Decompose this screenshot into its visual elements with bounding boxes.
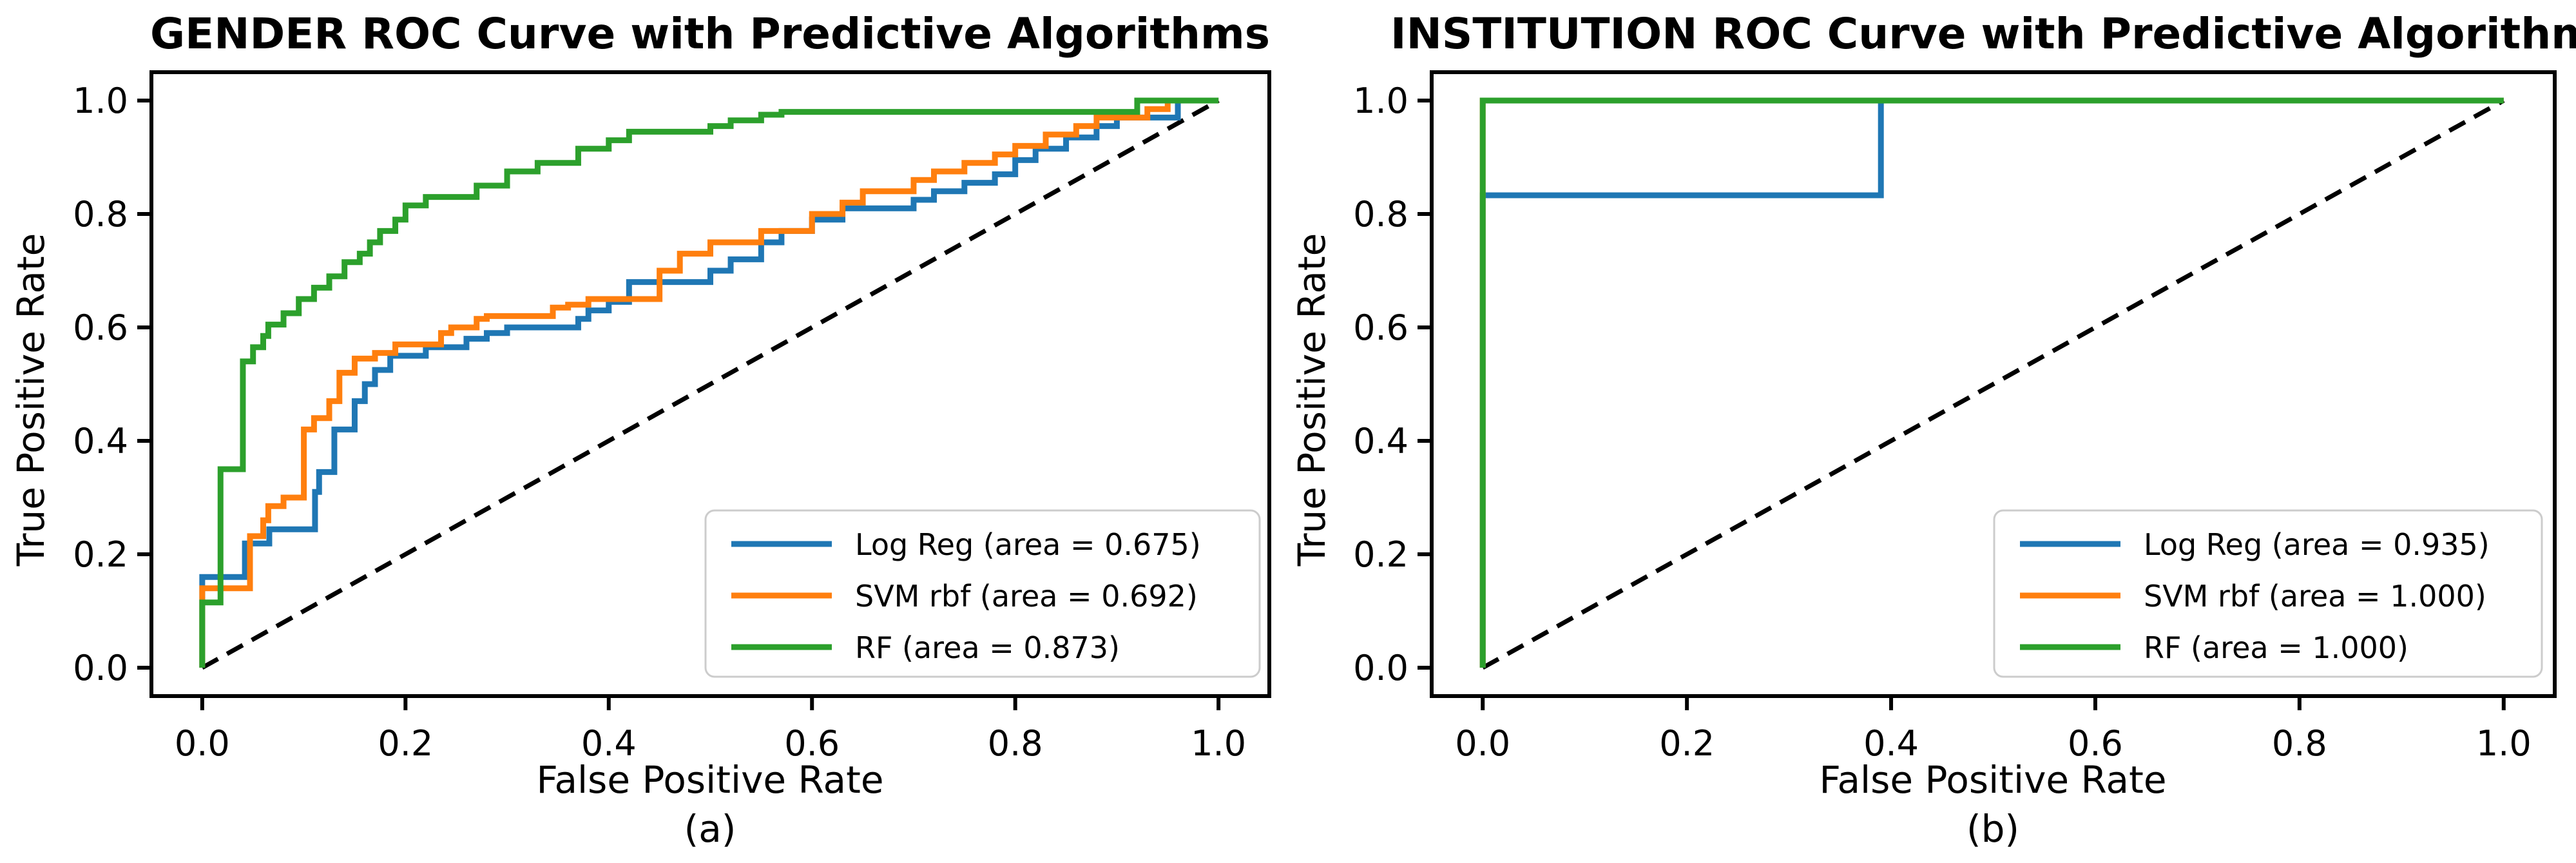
institution-x-axis-label: False Positive Rate [1819,758,2167,802]
institution-y-tick-label: 0.6 [1353,307,1408,348]
institution-y-tick-label: 0.0 [1353,648,1408,688]
gender-x-tick-label: 0.0 [175,723,230,764]
institution-log-reg-legend-label: Log Reg (area = 0.935) [2144,527,2490,562]
gender-svm-rbf-curve [199,97,1219,668]
gender-chart-title: GENDER ROC Curve with Predictive Algorit… [149,9,1271,59]
gender-y-tick-label: 0.6 [73,307,128,348]
institution-rf-legend-label: RF (area = 1.000) [2144,630,2408,665]
institution-x-tick-label: 1.0 [2476,723,2532,764]
institution-y-tick-label: 1.0 [1353,81,1408,121]
institution-x-tick-label: 0.8 [2272,723,2327,764]
institution-axes-spines [1430,70,2557,698]
subplot-caption-a: (a) [684,807,736,851]
institution-rf-curve [1479,97,2504,668]
gender-y-tick-label: 1.0 [73,81,128,121]
gender-rf-curve [199,97,1219,668]
institution-y-tick-label: 0.2 [1353,534,1408,575]
institution-x-tick-label: 0.4 [1863,723,1919,764]
institution-legend-box [1993,509,2543,678]
gender-y-tick-label: 0.8 [73,194,128,235]
gender-rf-legend-label: RF (area = 0.873) [855,630,1120,665]
gender-x-axis-label: False Positive Rate [536,758,884,802]
gender-x-tick-label: 0.2 [378,723,433,764]
gender-axes-spines [149,70,1271,698]
gender-x-tick-label: 0.8 [988,723,1043,764]
institution-y-axis-label: True Positive Rate [1290,233,1334,567]
institution-chart-title: INSTITUTION ROC Curve with Predictive Al… [1390,9,2576,59]
subplot-caption-b: (b) [1966,807,2020,851]
institution-y-tick-label: 0.4 [1353,421,1408,461]
gender-svm-rbf-legend-label: SVM rbf (area = 0.692) [855,579,1198,614]
gender-legend-box [704,509,1261,678]
gender-x-tick-label: 0.4 [581,723,637,764]
gender-y-tick-label: 0.0 [73,648,128,688]
institution-svm-rbf-legend-label: SVM rbf (area = 1.000) [2144,579,2486,614]
gender-x-tick-label: 1.0 [1191,723,1246,764]
gender-y-axis-label: True Positive Rate [9,233,53,567]
gender-chance-diagonal [201,98,1220,670]
institution-x-tick-label: 0.0 [1455,723,1510,764]
gender-log-reg-legend-label: Log Reg (area = 0.675) [855,527,1201,562]
institution-x-tick-label: 0.2 [1659,723,1715,764]
gender-y-tick-label: 0.4 [73,421,128,461]
gender-x-tick-label: 0.6 [784,723,840,764]
institution-chance-diagonal [1481,98,2505,670]
institution-y-tick-label: 0.8 [1353,194,1408,235]
institution-x-tick-label: 0.6 [2068,723,2123,764]
gender-y-tick-label: 0.2 [73,534,128,575]
